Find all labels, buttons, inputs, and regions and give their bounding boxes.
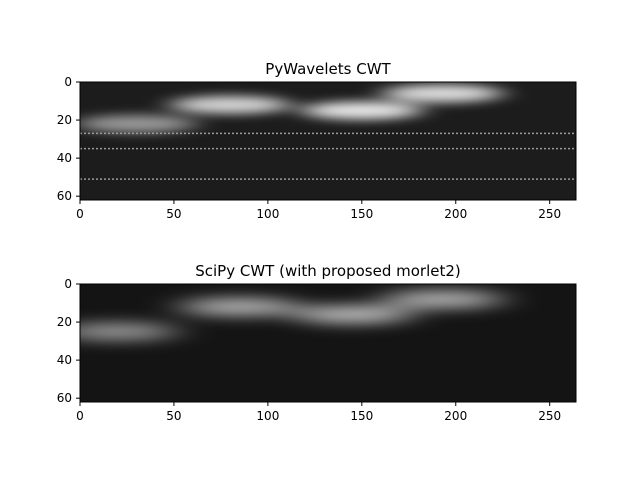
- y-tick-label: 0: [64, 75, 72, 89]
- x-tick-label: 150: [350, 207, 373, 221]
- chart-title: SciPy CWT (with proposed morlet2): [195, 262, 461, 280]
- y-tick-label: 60: [57, 189, 72, 203]
- x-tick-label: 250: [538, 207, 561, 221]
- y-tick-label: 20: [57, 113, 72, 127]
- heatmap-bright-region: [382, 290, 503, 309]
- x-tick-label: 250: [538, 409, 561, 423]
- heatmap-bright-region: [80, 322, 178, 341]
- x-tick-label: 200: [444, 409, 467, 423]
- x-axis: 0 50 100 150 200 250: [76, 200, 561, 221]
- heatmap-background: [80, 82, 576, 200]
- x-tick-label: 0: [76, 409, 84, 423]
- y-tick-label: 60: [57, 391, 72, 405]
- heatmap-background: [80, 284, 576, 402]
- x-axis: 0 50 100 150 200 250: [76, 402, 561, 423]
- x-tick-label: 200: [444, 207, 467, 221]
- heatmap-image: [80, 82, 576, 200]
- y-tick-label: 20: [57, 315, 72, 329]
- heatmap-bright-region: [179, 297, 300, 316]
- heatmap-image: [80, 284, 576, 402]
- x-tick-label: 0: [76, 207, 84, 221]
- x-tick-label: 50: [166, 207, 181, 221]
- y-axis: 0 20 40 60: [57, 75, 80, 203]
- x-tick-label: 150: [350, 409, 373, 423]
- chart-scipy: SciPy CWT (with proposed morlet2) 0 50 100…: [57, 262, 577, 423]
- y-tick-label: 0: [64, 277, 72, 291]
- x-tick-label: 100: [256, 207, 279, 221]
- y-axis: 0 20 40 60: [57, 277, 80, 405]
- chart-pywavelets: PyWavelets CWT 0 50 100 150 200 250 0 20 40 60: [57, 60, 577, 221]
- heatmap-bright-region: [301, 101, 422, 120]
- heatmap-bright-region: [170, 95, 291, 114]
- heatmap-bright-region: [382, 84, 503, 103]
- plot-frame: [79, 81, 577, 201]
- chart-title: PyWavelets CWT: [265, 60, 391, 78]
- heatmap-intensity-layer: [80, 84, 503, 133]
- heatmap-row-artifacts: [80, 132, 576, 180]
- x-tick-label: 50: [166, 409, 181, 423]
- y-tick-label: 40: [57, 353, 72, 367]
- plot-frame: [79, 283, 577, 403]
- y-tick-label: 40: [57, 151, 72, 165]
- heatmap-bright-region: [80, 114, 197, 133]
- x-tick-label: 100: [256, 409, 279, 423]
- heatmap-intensity-layer: [80, 290, 503, 341]
- heatmap-bright-region: [292, 305, 413, 324]
